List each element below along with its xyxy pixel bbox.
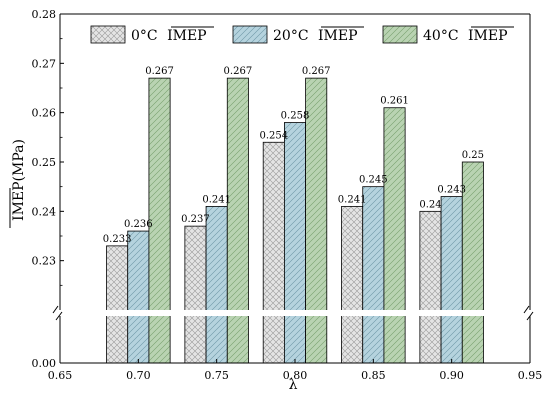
- legend-swatch-0c: [90, 25, 126, 44]
- legend: 0°C IMEP 20°C IMEP 40°C IMEP: [90, 25, 514, 44]
- y-tick-label: 0.23: [32, 255, 57, 268]
- y-axis-title: IMEP(MPa): [9, 139, 27, 228]
- legend-imep-40c: IMEP: [468, 28, 508, 44]
- x-tick-label: 0.90: [439, 369, 464, 382]
- y-tick-label: 0.00: [32, 357, 57, 370]
- bar-0c-0.75: [184, 225, 207, 364]
- data-label: 0.24: [419, 199, 441, 210]
- legend-label-20c: 20°C: [273, 28, 309, 44]
- bar-20c-0.75: [205, 205, 228, 364]
- data-label: 0.267: [224, 66, 253, 77]
- bars-group: [106, 77, 484, 364]
- legend-swatch-40c: [382, 25, 418, 44]
- axis-break-band: [60, 310, 530, 316]
- data-label: 0.267: [145, 66, 174, 77]
- bar-40c-0.85: [383, 107, 406, 364]
- y-tick-label: 0.24: [32, 205, 57, 218]
- y-axis: 0.23 0.24 0.25 0.26 0.27 0.28 0.00: [32, 8, 64, 370]
- data-label: 0.25: [462, 150, 484, 161]
- data-label: 0.236: [124, 219, 153, 230]
- legend-item-40c: 40°C IMEP: [382, 25, 514, 44]
- bar-20c-0.85: [362, 186, 385, 364]
- break-mark-left: [52, 305, 63, 321]
- y-tick-label: 0.28: [32, 8, 57, 21]
- x-tick-label: 0.80: [283, 369, 308, 382]
- y-tick-label: 0.26: [32, 107, 57, 120]
- bar-20c-0.90: [440, 196, 463, 364]
- svg-text:20°C IMEP: 20°C IMEP: [273, 28, 358, 44]
- legend-item-20c: 20°C IMEP: [232, 25, 364, 44]
- x-tick-label: 0.70: [126, 369, 151, 382]
- data-label: 0.258: [281, 111, 310, 122]
- legend-swatch-20c: [232, 25, 268, 44]
- data-label: 0.241: [338, 194, 367, 205]
- legend-label-0c: 0°C: [131, 28, 158, 44]
- data-label: 0.233: [103, 234, 132, 245]
- bar-20c-0.70: [127, 230, 150, 364]
- data-label: 0.261: [380, 96, 409, 107]
- y-tick-label: 0.27: [32, 57, 57, 70]
- x-axis-title: λ: [289, 377, 298, 393]
- x-tick-label: 0.65: [48, 369, 73, 382]
- svg-text:IMEP(MPa): IMEP(MPa): [11, 139, 27, 221]
- bar-40c-0.75: [226, 77, 249, 364]
- x-tick-label: 0.85: [361, 369, 386, 382]
- y-axis-title-unit: (MPa): [11, 139, 27, 181]
- x-tick-label: 0.95: [518, 369, 543, 382]
- bar-0c-0.85: [341, 205, 364, 364]
- axis-break-marks: [52, 305, 534, 321]
- data-label: 0.254: [259, 130, 288, 141]
- y-axis-title-quantity: IMEP: [11, 181, 27, 221]
- legend-imep-0c: IMEP: [167, 28, 207, 44]
- break-mark-right: [523, 305, 534, 321]
- data-labels-group: 0.233 0.236 0.267 0.237 0.241 0.267 0.254 0.258…: [103, 66, 484, 245]
- data-label: 0.267: [302, 66, 331, 77]
- bar-20c-0.80: [283, 122, 306, 364]
- x-tick-label: 0.75: [204, 369, 229, 382]
- legend-imep-20c: IMEP: [318, 28, 358, 44]
- svg-text:40°C IMEP: 40°C IMEP: [423, 28, 508, 44]
- y-tick-label: 0.25: [32, 156, 57, 169]
- svg-text:0°C IMEP: 0°C IMEP: [131, 28, 207, 44]
- data-label: 0.243: [437, 185, 466, 196]
- bar-0c-0.70: [106, 245, 129, 364]
- legend-label-40c: 40°C: [423, 28, 459, 44]
- legend-item-0c: 0°C IMEP: [90, 25, 214, 44]
- data-label: 0.237: [181, 214, 210, 225]
- data-label: 0.245: [359, 175, 388, 186]
- data-label: 0.241: [202, 194, 231, 205]
- bar-0c-0.80: [262, 141, 285, 364]
- x-axis: 0.65 0.70 0.75 0.80 0.85 0.90 0.95: [48, 359, 543, 382]
- bar-0c-0.90: [419, 210, 442, 364]
